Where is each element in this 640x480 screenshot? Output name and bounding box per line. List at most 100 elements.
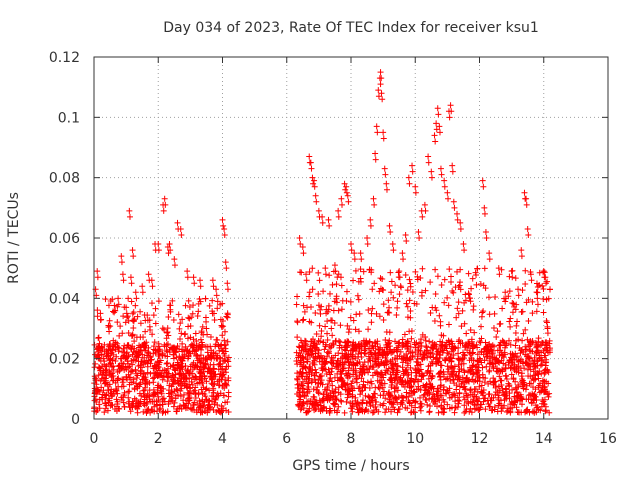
data-point xyxy=(435,111,442,118)
data-point xyxy=(113,353,120,360)
data-point xyxy=(123,349,130,356)
data-point xyxy=(108,364,115,371)
data-point xyxy=(338,306,345,313)
data-point xyxy=(306,293,313,300)
data-point xyxy=(134,348,141,355)
data-point xyxy=(310,404,317,411)
data-point xyxy=(437,376,444,383)
data-point xyxy=(335,271,342,278)
data-point xyxy=(337,361,344,368)
data-point xyxy=(322,265,329,272)
data-point xyxy=(532,402,539,409)
data-point xyxy=(95,335,102,342)
data-point xyxy=(358,375,365,382)
data-point xyxy=(94,268,101,275)
data-point xyxy=(193,351,200,358)
data-point xyxy=(209,277,216,284)
data-point xyxy=(104,349,111,356)
data-point xyxy=(204,331,211,338)
data-point xyxy=(151,339,158,346)
data-point xyxy=(450,376,457,383)
data-point xyxy=(422,287,429,294)
data-point xyxy=(316,322,323,329)
data-point xyxy=(142,328,149,335)
data-point xyxy=(535,375,542,382)
data-point xyxy=(224,356,231,363)
data-point xyxy=(303,277,310,284)
data-point xyxy=(367,363,374,370)
data-point xyxy=(306,363,313,370)
data-point xyxy=(457,219,464,226)
data-point xyxy=(524,225,531,232)
data-point xyxy=(197,344,204,351)
data-point xyxy=(305,350,312,357)
data-point xyxy=(192,348,199,355)
data-point xyxy=(139,283,146,290)
data-point xyxy=(455,344,462,351)
data-point xyxy=(454,404,461,411)
data-point xyxy=(464,398,471,405)
data-point xyxy=(396,291,403,298)
data-point xyxy=(415,344,422,351)
data-point xyxy=(159,376,166,383)
data-point xyxy=(526,343,533,350)
data-point xyxy=(343,297,350,304)
data-point xyxy=(455,283,462,290)
data-point xyxy=(321,355,328,362)
data-point xyxy=(352,326,359,333)
data-point xyxy=(431,317,438,324)
data-point xyxy=(150,379,157,386)
data-point xyxy=(306,289,313,296)
data-point xyxy=(525,231,532,238)
data-point xyxy=(404,357,411,364)
data-point xyxy=(211,399,218,406)
data-point xyxy=(361,347,368,354)
data-point xyxy=(364,379,371,386)
data-point xyxy=(177,393,184,400)
data-point xyxy=(453,314,460,321)
data-point xyxy=(387,399,394,406)
data-point xyxy=(492,294,499,301)
data-point xyxy=(223,381,230,388)
data-point xyxy=(461,369,468,376)
data-point xyxy=(335,389,342,396)
data-point xyxy=(163,347,170,354)
data-point xyxy=(169,297,176,304)
data-point xyxy=(174,387,181,394)
data-point xyxy=(316,277,323,284)
data-point xyxy=(326,377,333,384)
data-point xyxy=(437,348,444,355)
data-point xyxy=(394,298,401,305)
data-point xyxy=(500,338,507,345)
data-point xyxy=(436,123,443,130)
data-point xyxy=(416,394,423,401)
data-point xyxy=(437,322,444,329)
data-point xyxy=(486,367,493,374)
data-point xyxy=(377,401,384,408)
data-point xyxy=(441,409,448,416)
data-point xyxy=(106,328,113,335)
data-point xyxy=(446,266,453,273)
data-point xyxy=(171,348,178,355)
data-point xyxy=(368,380,375,387)
data-point xyxy=(422,333,429,340)
data-point xyxy=(474,398,481,405)
data-point xyxy=(177,225,184,232)
data-point xyxy=(402,368,409,375)
data-point xyxy=(383,329,390,336)
data-point xyxy=(303,271,310,278)
data-point xyxy=(315,269,322,276)
data-point xyxy=(492,391,499,398)
data-point xyxy=(414,273,421,280)
data-point xyxy=(498,357,505,364)
data-point xyxy=(495,402,502,409)
data-point xyxy=(219,300,226,307)
data-point xyxy=(327,407,334,414)
data-point xyxy=(101,380,108,387)
data-point xyxy=(147,353,154,360)
data-point xyxy=(373,310,380,317)
data-point xyxy=(515,286,522,293)
data-point xyxy=(101,409,108,416)
data-point xyxy=(416,367,423,374)
y-tick-label: 0 xyxy=(71,412,80,428)
